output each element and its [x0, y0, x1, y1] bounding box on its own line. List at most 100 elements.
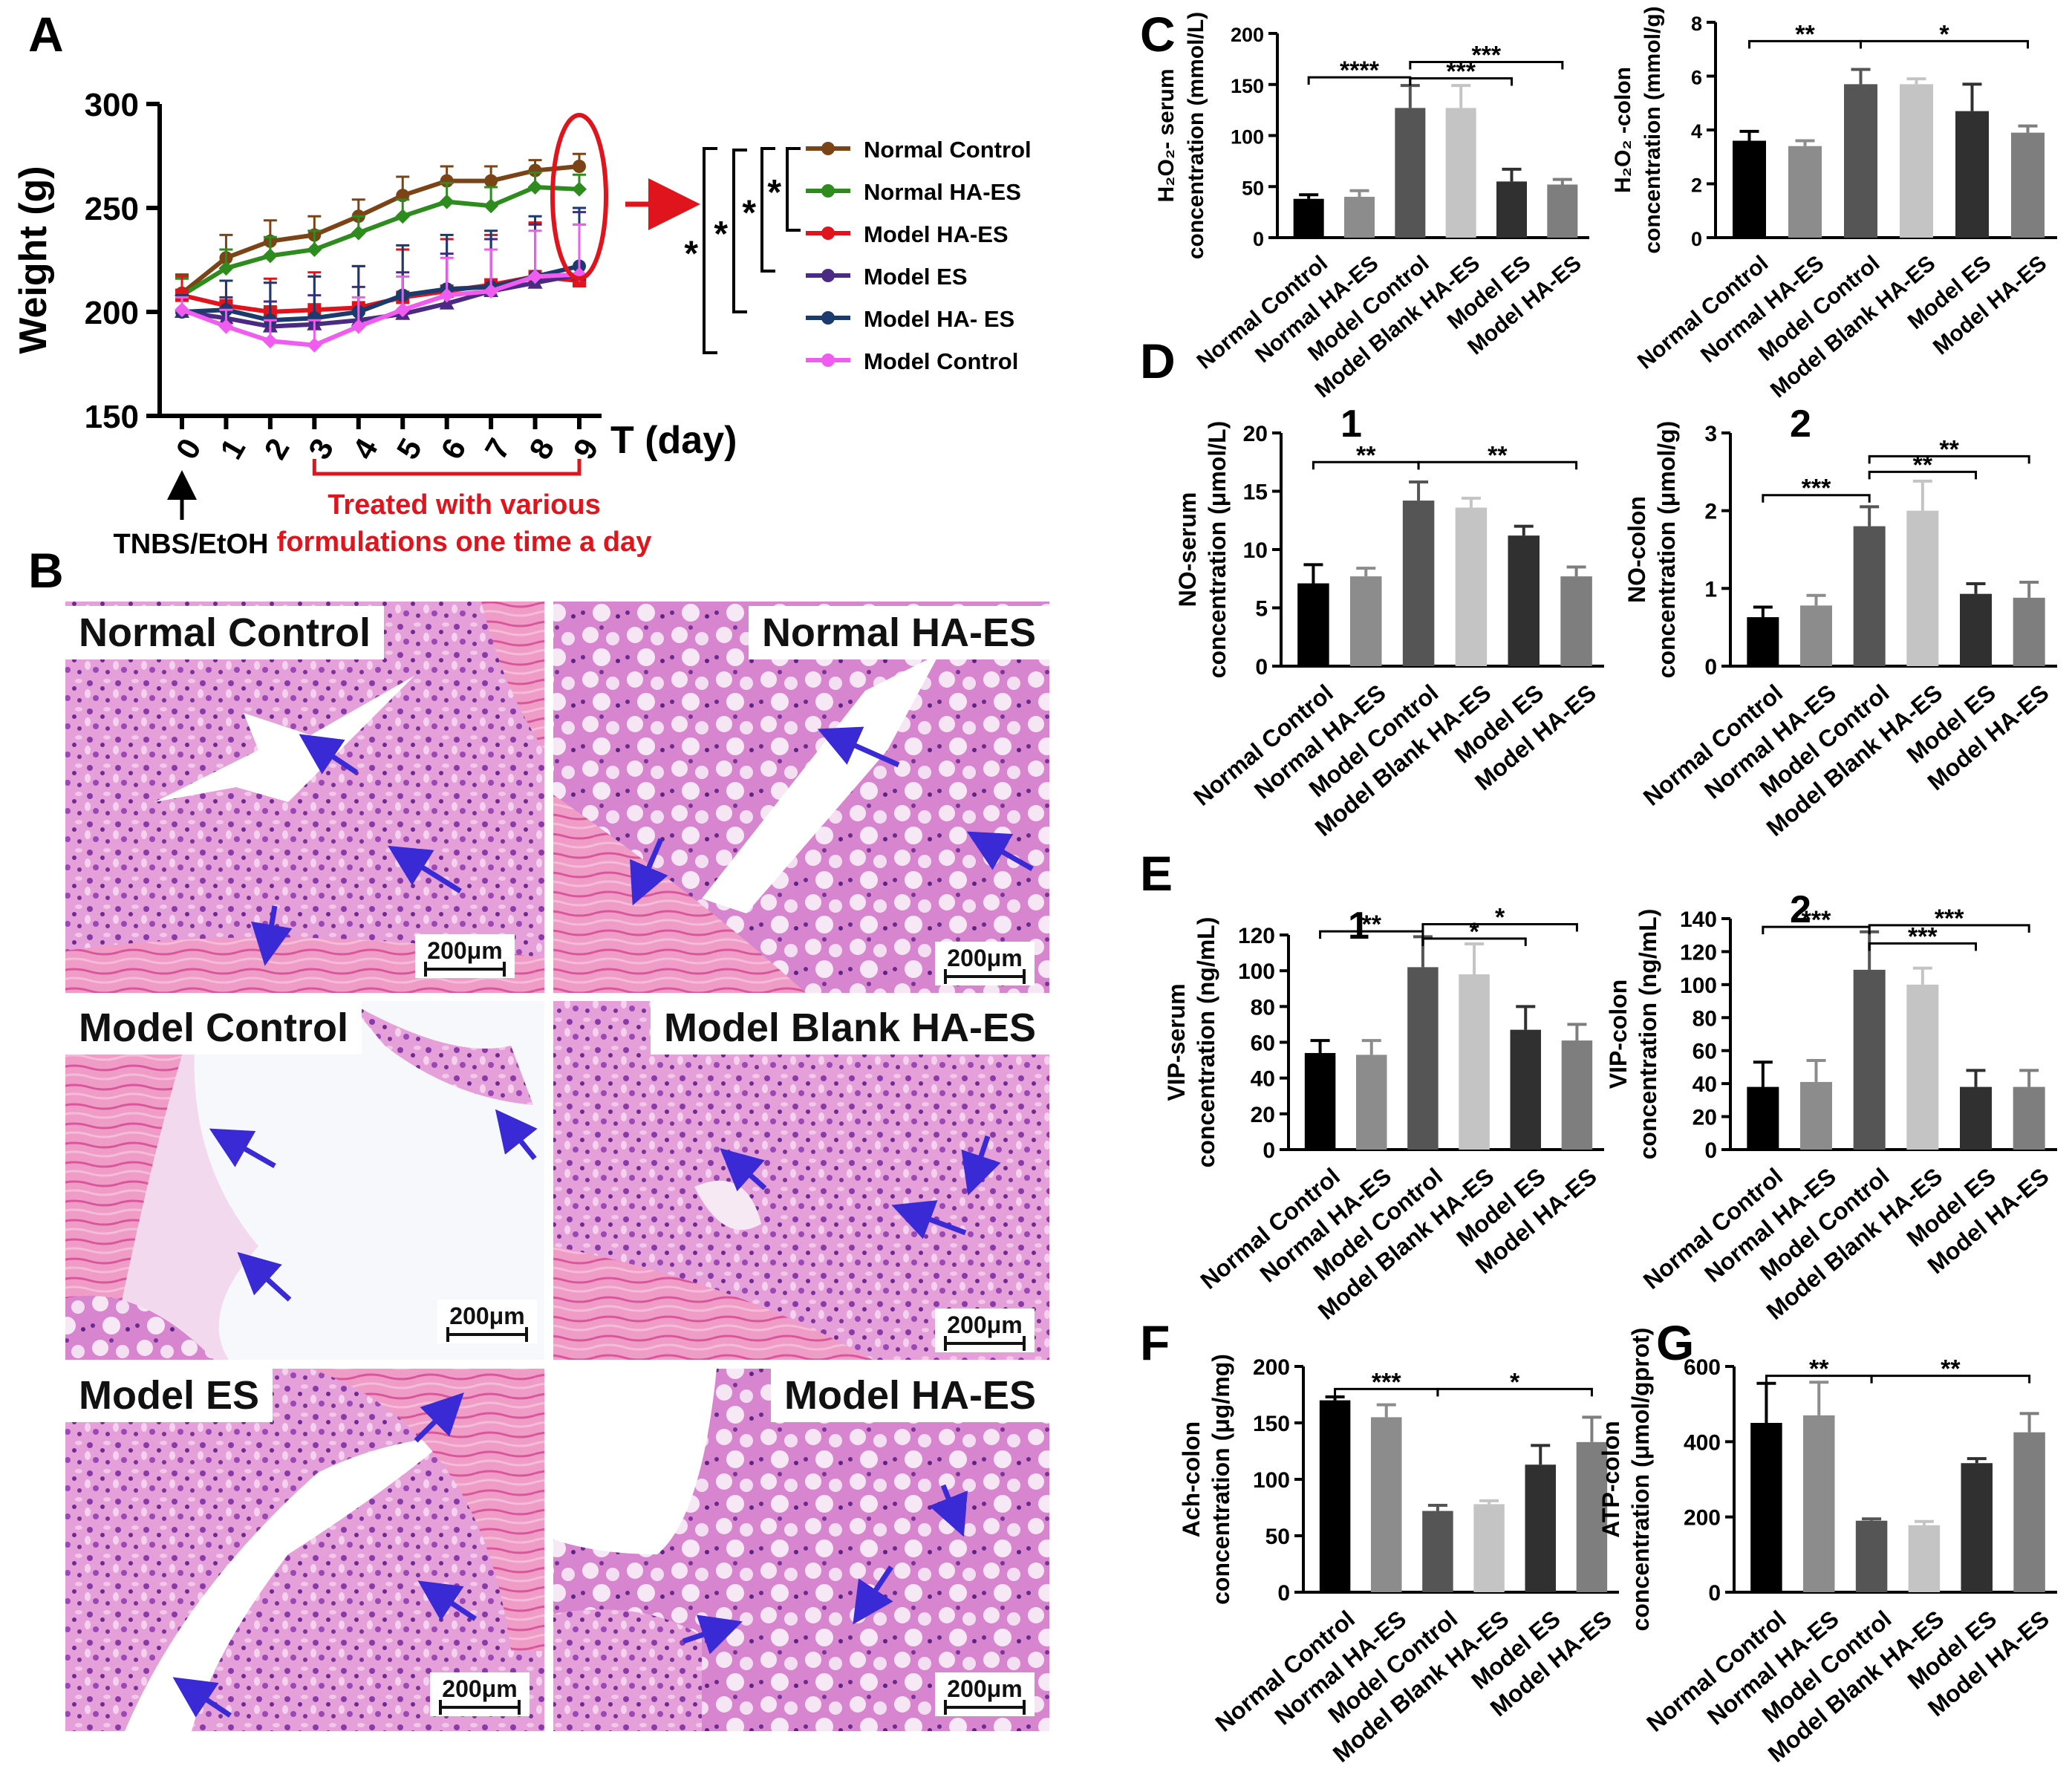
bracket: [732, 149, 747, 313]
bar: [1960, 593, 1992, 666]
data-point: [483, 284, 499, 299]
y-tick-label: 80: [1251, 995, 1275, 1020]
series-path: [180, 164, 580, 296]
bar: [1853, 526, 1886, 666]
significance-label: ***: [1802, 475, 1831, 503]
bar: [1906, 984, 1939, 1150]
histology-normal-haes: Normal HA-ES 200μm: [553, 602, 1049, 993]
blue-arrow-icon: [495, 1109, 538, 1161]
data-point: [351, 225, 366, 241]
bar: [1788, 146, 1822, 238]
y-axis-label: concentration (mmol/g): [1641, 6, 1665, 253]
tissue-area: [553, 1609, 702, 1731]
histology-model-es: Model ES 200μm: [65, 1369, 544, 1731]
y-tick-label: 0: [1704, 1138, 1717, 1163]
significance-star: *: [714, 215, 728, 254]
bar: [1395, 108, 1426, 238]
bar: [1344, 197, 1375, 238]
y-axis-label: H₂O₂- serum: [1154, 68, 1179, 202]
data-point: [483, 198, 499, 214]
y-tick-label: 60: [1693, 1040, 1717, 1064]
bar-chart-f: 0 50 100 150 200 Ach-colon concentration (μg/m…: [1178, 1354, 1619, 1767]
significance-label: ***: [1471, 42, 1501, 70]
bar: [1855, 1520, 1888, 1592]
significance-bracket: [1860, 39, 2029, 49]
tissue-fragment: [348, 1001, 533, 1105]
significance-label: **: [1356, 441, 1376, 469]
bar: [1293, 198, 1324, 238]
data-point: [307, 337, 322, 353]
y-tick-label: 2: [1691, 175, 1702, 197]
bar: [1853, 969, 1886, 1150]
panel-letter-F: F: [1140, 1315, 1170, 1370]
significance-star: *: [767, 173, 781, 212]
bar: [2013, 1086, 2045, 1150]
bar: [1459, 974, 1490, 1150]
data-point: [175, 302, 189, 318]
histology-image: [65, 1001, 544, 1360]
significance-label: *: [1939, 20, 1949, 48]
y-axis-label: concentration (ng/mL): [1635, 909, 1661, 1160]
bar: [1407, 967, 1439, 1150]
bar-chart-e1: 0 20 40 60 80 100 120 VIP-serum concentration (n…: [1163, 904, 1604, 1325]
bar: [1445, 108, 1476, 238]
significance-label: *: [1510, 1368, 1520, 1396]
bar: [1350, 576, 1382, 666]
y-tick-label: 200: [1231, 24, 1264, 46]
histology-image: [65, 1369, 544, 1731]
y-axis-label: concentration (μmol/gprot): [1627, 1328, 1654, 1632]
significance-label: ***: [1935, 905, 1964, 933]
bar: [1800, 605, 1832, 666]
x-tick-label: 5: [390, 432, 429, 465]
y-axis-label: VIP-colon: [1605, 980, 1632, 1089]
bar: [1510, 1029, 1541, 1150]
treatment-bracket: [312, 459, 581, 476]
y-axis-label: Weight (g): [12, 166, 55, 353]
significance-bracket: [1868, 454, 2030, 464]
bar: [1960, 1086, 1992, 1150]
bar-chart-g: 0 200 400 600 ATP-colon concentration (μmol/g…: [1597, 1328, 2057, 1767]
significance-label: ****: [1340, 56, 1380, 85]
legend-marker: [821, 227, 835, 240]
significance-bracket: [1409, 61, 1564, 70]
y-tick-label: 0: [1708, 1581, 1721, 1606]
y-axis-label: concentration (μg/mg): [1208, 1354, 1234, 1605]
y-tick-label: 40: [1251, 1067, 1275, 1092]
muscle-layer: [553, 1246, 873, 1360]
y-axis-label: NO-colon: [1623, 496, 1650, 603]
blue-arrow-icon: [817, 726, 900, 768]
bar: [1496, 181, 1527, 238]
bar: [1455, 507, 1488, 666]
scale-bar: 200μm: [935, 1672, 1035, 1716]
y-tick-label: 400: [1684, 1430, 1721, 1455]
y-tick-label: 300: [85, 87, 139, 123]
bar: [1561, 1040, 1593, 1150]
blue-arrow-icon: [720, 1148, 767, 1192]
histology-label: Normal HA-ES: [748, 606, 1049, 659]
legend-marker: [821, 184, 835, 198]
y-tick-label: 80: [1693, 1006, 1717, 1031]
significance-bracket: [1868, 942, 1977, 951]
lumen: [553, 1369, 717, 1554]
x-tick-label: 6: [434, 432, 472, 465]
histology-label: Model ES: [65, 1369, 273, 1422]
histology-label: Normal Control: [65, 606, 385, 659]
y-tick-label: 0: [1253, 228, 1264, 250]
highlight-ellipse: [550, 113, 608, 281]
blue-arrow-icon: [251, 905, 293, 966]
bar: [1547, 184, 1578, 238]
significance-bracket: [1409, 77, 1513, 86]
bar: [1304, 1052, 1336, 1150]
bar: [2011, 132, 2045, 238]
histology-label: Model Control: [65, 1001, 362, 1055]
y-tick-label: 140: [1680, 907, 1717, 932]
significance-bracket: [1421, 937, 1527, 946]
blue-arrow-icon: [682, 1614, 743, 1655]
bracket: [760, 147, 775, 273]
series-path: [180, 184, 580, 298]
y-tick-label: 200: [1684, 1506, 1721, 1531]
y-tick-label: 600: [1684, 1355, 1721, 1380]
y-tick-label: 150: [1231, 75, 1264, 97]
data-point: [351, 319, 366, 334]
